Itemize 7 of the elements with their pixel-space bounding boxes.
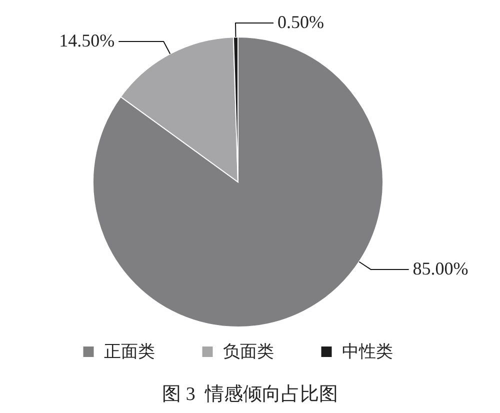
legend-label: 负面类 bbox=[223, 342, 274, 361]
data-label: 14.50% bbox=[59, 30, 115, 50]
data-label: 85.00% bbox=[412, 258, 468, 278]
data-label: 0.50% bbox=[278, 12, 324, 32]
text: 图 3 情感倾向占比图 bbox=[162, 384, 338, 405]
legend-label: 中性类 bbox=[342, 342, 393, 361]
legend-label: 正面类 bbox=[104, 342, 155, 361]
